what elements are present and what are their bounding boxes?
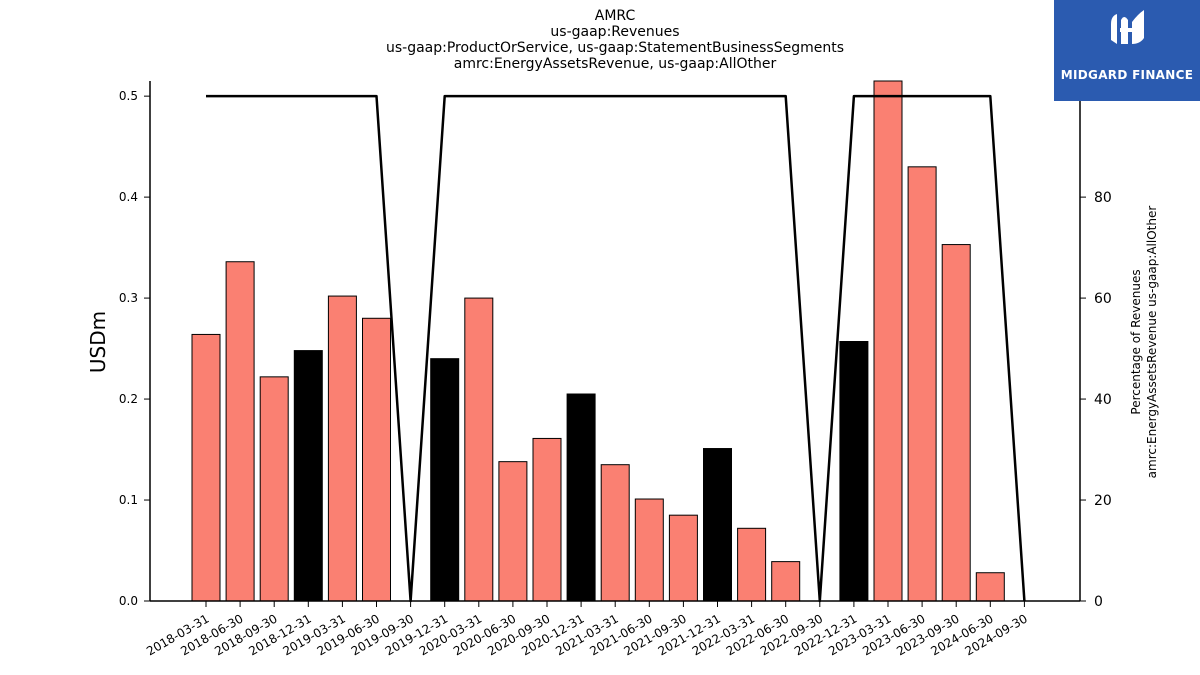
- bar-2018-06-30: [225, 261, 255, 602]
- bar-2023-03-31: [873, 80, 903, 602]
- logo-mark-icon: [1111, 10, 1144, 44]
- x-axis: 2018-03-312018-06-302018-09-302018-12-31…: [144, 601, 1030, 658]
- y-axis-left: 0.0 0.1 0.2 0.3 0.4 0.5: [119, 89, 150, 608]
- ytick-label: 0.4: [119, 190, 138, 204]
- y-axis-right-label-line-1: Percentage of Revenues: [1129, 269, 1143, 414]
- title-line-3: us-gaap:ProductOrService, us-gaap:Statem…: [386, 40, 844, 56]
- bar-2020-06-30: [498, 461, 528, 602]
- logo-text: MIDGARD FINANCE: [1060, 68, 1194, 82]
- ytick-right-label: 0: [1094, 594, 1103, 610]
- ytick-label: 0.1: [119, 493, 138, 507]
- bar-2022-12-31: [839, 341, 869, 602]
- bar-2020-12-31: [566, 393, 596, 602]
- midgard-finance-logo: MIDGARD FINANCE: [1054, 0, 1200, 101]
- title-line-4: amrc:EnergyAssetsRevenue, us-gaap:AllOth…: [454, 56, 777, 72]
- ytick-label: 0.0: [119, 594, 138, 608]
- bar-2018-12-31: [293, 350, 323, 602]
- chart-title: AMRCus-gaap:Revenuesus-gaap:ProductOrSer…: [386, 8, 844, 72]
- bar-2019-03-31: [327, 295, 357, 602]
- bar-2021-03-31: [600, 464, 630, 602]
- title-line-1: AMRC: [595, 8, 636, 24]
- ytick-label: 0.5: [119, 89, 138, 103]
- bar-2018-03-31: [191, 333, 221, 602]
- ytick-label: 0.3: [119, 291, 138, 305]
- y-axis-label: USDm: [86, 311, 110, 373]
- bar-2021-09-30: [668, 514, 698, 602]
- y-axis-right-label: Percentage of Revenues amrc:EnergyAssetsR…: [1129, 206, 1159, 479]
- bar-2023-06-30: [907, 166, 937, 602]
- bar-2018-09-30: [259, 376, 289, 602]
- ytick-right-label: 80: [1094, 190, 1112, 206]
- ytick-label: 0.2: [119, 392, 138, 406]
- bar-2020-09-30: [532, 437, 562, 602]
- bar-2023-09-30: [941, 244, 971, 602]
- bar-2022-06-30: [771, 561, 801, 602]
- ytick-right-label: 20: [1094, 493, 1112, 509]
- bar-2020-03-31: [464, 297, 494, 602]
- bar-2022-03-31: [737, 527, 767, 602]
- y-axis-right-label-line-2: amrc:EnergyAssetsRevenue us-gaap:AllOthe…: [1145, 206, 1159, 479]
- bars-group: [191, 80, 1005, 602]
- title-line-2: us-gaap:Revenues: [550, 24, 679, 40]
- bar-2021-06-30: [634, 498, 664, 602]
- bar-2019-12-31: [430, 358, 460, 602]
- y-axis-right: 020406080100: [1080, 89, 1121, 610]
- ytick-right-label: 60: [1094, 291, 1112, 307]
- bar-2019-06-30: [362, 317, 391, 602]
- ytick-right-label: 40: [1094, 392, 1112, 408]
- bar-2024-06-30: [975, 572, 1005, 602]
- bar-2021-12-31: [703, 448, 732, 602]
